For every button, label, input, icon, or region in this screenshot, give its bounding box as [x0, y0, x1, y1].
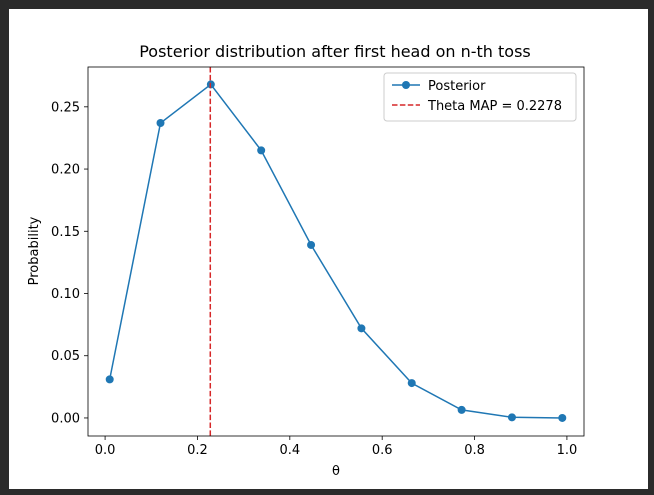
legend-map-label: Theta MAP = 0.2278: [427, 99, 562, 114]
figure: Posterior distribution after first head …: [9, 9, 648, 489]
plot-area: [88, 67, 584, 436]
x-tick-label: 0.4: [279, 443, 300, 458]
legend-box: [383, 72, 577, 122]
chart-marks: [105, 67, 567, 436]
data-point: [105, 375, 114, 384]
posterior-chart: Posterior distribution after first head …: [27, 42, 585, 479]
x-tick-label: 0.0: [95, 443, 116, 458]
y-tick-label: 0.10: [51, 287, 80, 302]
legend: Posterior Theta MAP = 0.2278: [383, 72, 577, 122]
chart-title: Posterior distribution after first head …: [139, 42, 531, 61]
y-tick-label: 0.00: [51, 411, 80, 426]
data-point: [307, 240, 316, 249]
data-point: [558, 413, 567, 422]
x-tick-label: 0.6: [372, 443, 393, 458]
y-tick-label: 0.05: [51, 349, 80, 364]
data-point: [357, 324, 366, 333]
x-axis-label: θ: [332, 464, 340, 479]
data-point: [457, 405, 466, 414]
series-line-posterior: [108, 83, 563, 419]
x-tick-label: 1.0: [557, 443, 578, 458]
data-point: [507, 413, 516, 422]
data-point: [407, 379, 416, 388]
axis-ticks: 0.0 0.2 0.4 0.6 0.8 1.0 0.00 0.05 0.10 0.15 0.20 0.…: [51, 100, 577, 458]
x-tick-label: 0.2: [187, 443, 208, 458]
y-axis-label: Probability: [27, 216, 42, 285]
y-tick-label: 0.20: [51, 163, 80, 178]
y-tick-label: 0.15: [51, 225, 80, 240]
data-point: [257, 146, 266, 155]
legend-posterior-marker: [402, 81, 410, 89]
y-tick-label: 0.25: [51, 100, 80, 115]
x-tick-label: 0.8: [464, 443, 485, 458]
axes-frame: [87, 66, 585, 437]
data-point: [156, 119, 165, 128]
legend-posterior-label: Posterior: [428, 79, 486, 94]
